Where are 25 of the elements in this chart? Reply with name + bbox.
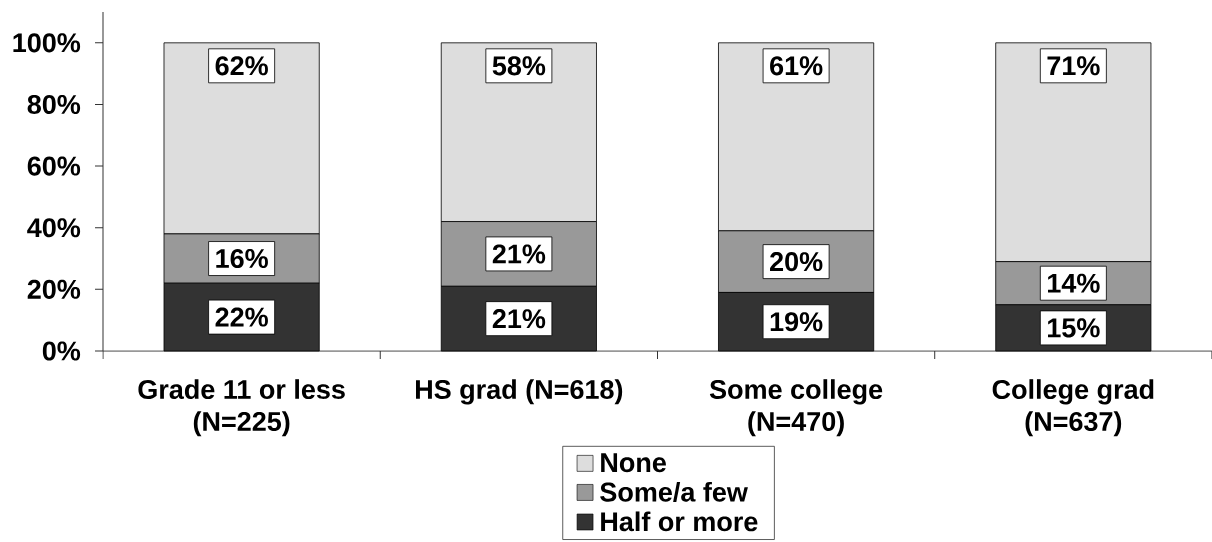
data-label: 22% (215, 307, 268, 327)
legend-label: Some/a few (600, 481, 748, 502)
data-label: 61% (770, 56, 823, 76)
y-tick-label: 0% (42, 341, 81, 361)
y-tick-label: 40% (27, 218, 81, 238)
data-label: 62% (215, 56, 268, 76)
y-tick-label: 80% (27, 94, 81, 115)
data-label: 21% (492, 309, 546, 329)
data-label: 15% (1048, 318, 1100, 338)
x-tick-label: Some college (N=470) (709, 379, 883, 437)
data-label: 58% (492, 56, 546, 76)
x-tick-label: HS grad (N=618) (416, 379, 623, 405)
legend-label: None (601, 453, 666, 473)
y-tick-label: 60% (27, 156, 81, 176)
data-label: 20% (770, 252, 823, 272)
y-tick-label: 100% (13, 33, 81, 53)
data-label: 71% (1047, 56, 1100, 76)
data-label: 21% (492, 244, 546, 264)
y-tick-label: 20% (27, 279, 81, 299)
legend-label: Half or more (601, 511, 758, 532)
x-tick-label: Grade 11 or less (N=225) (138, 379, 345, 437)
x-tick-label: College grad (N=637) (992, 379, 1154, 437)
data-label: 19% (770, 312, 823, 332)
data-label: 14% (1048, 273, 1100, 293)
data-label: 16% (216, 248, 268, 269)
